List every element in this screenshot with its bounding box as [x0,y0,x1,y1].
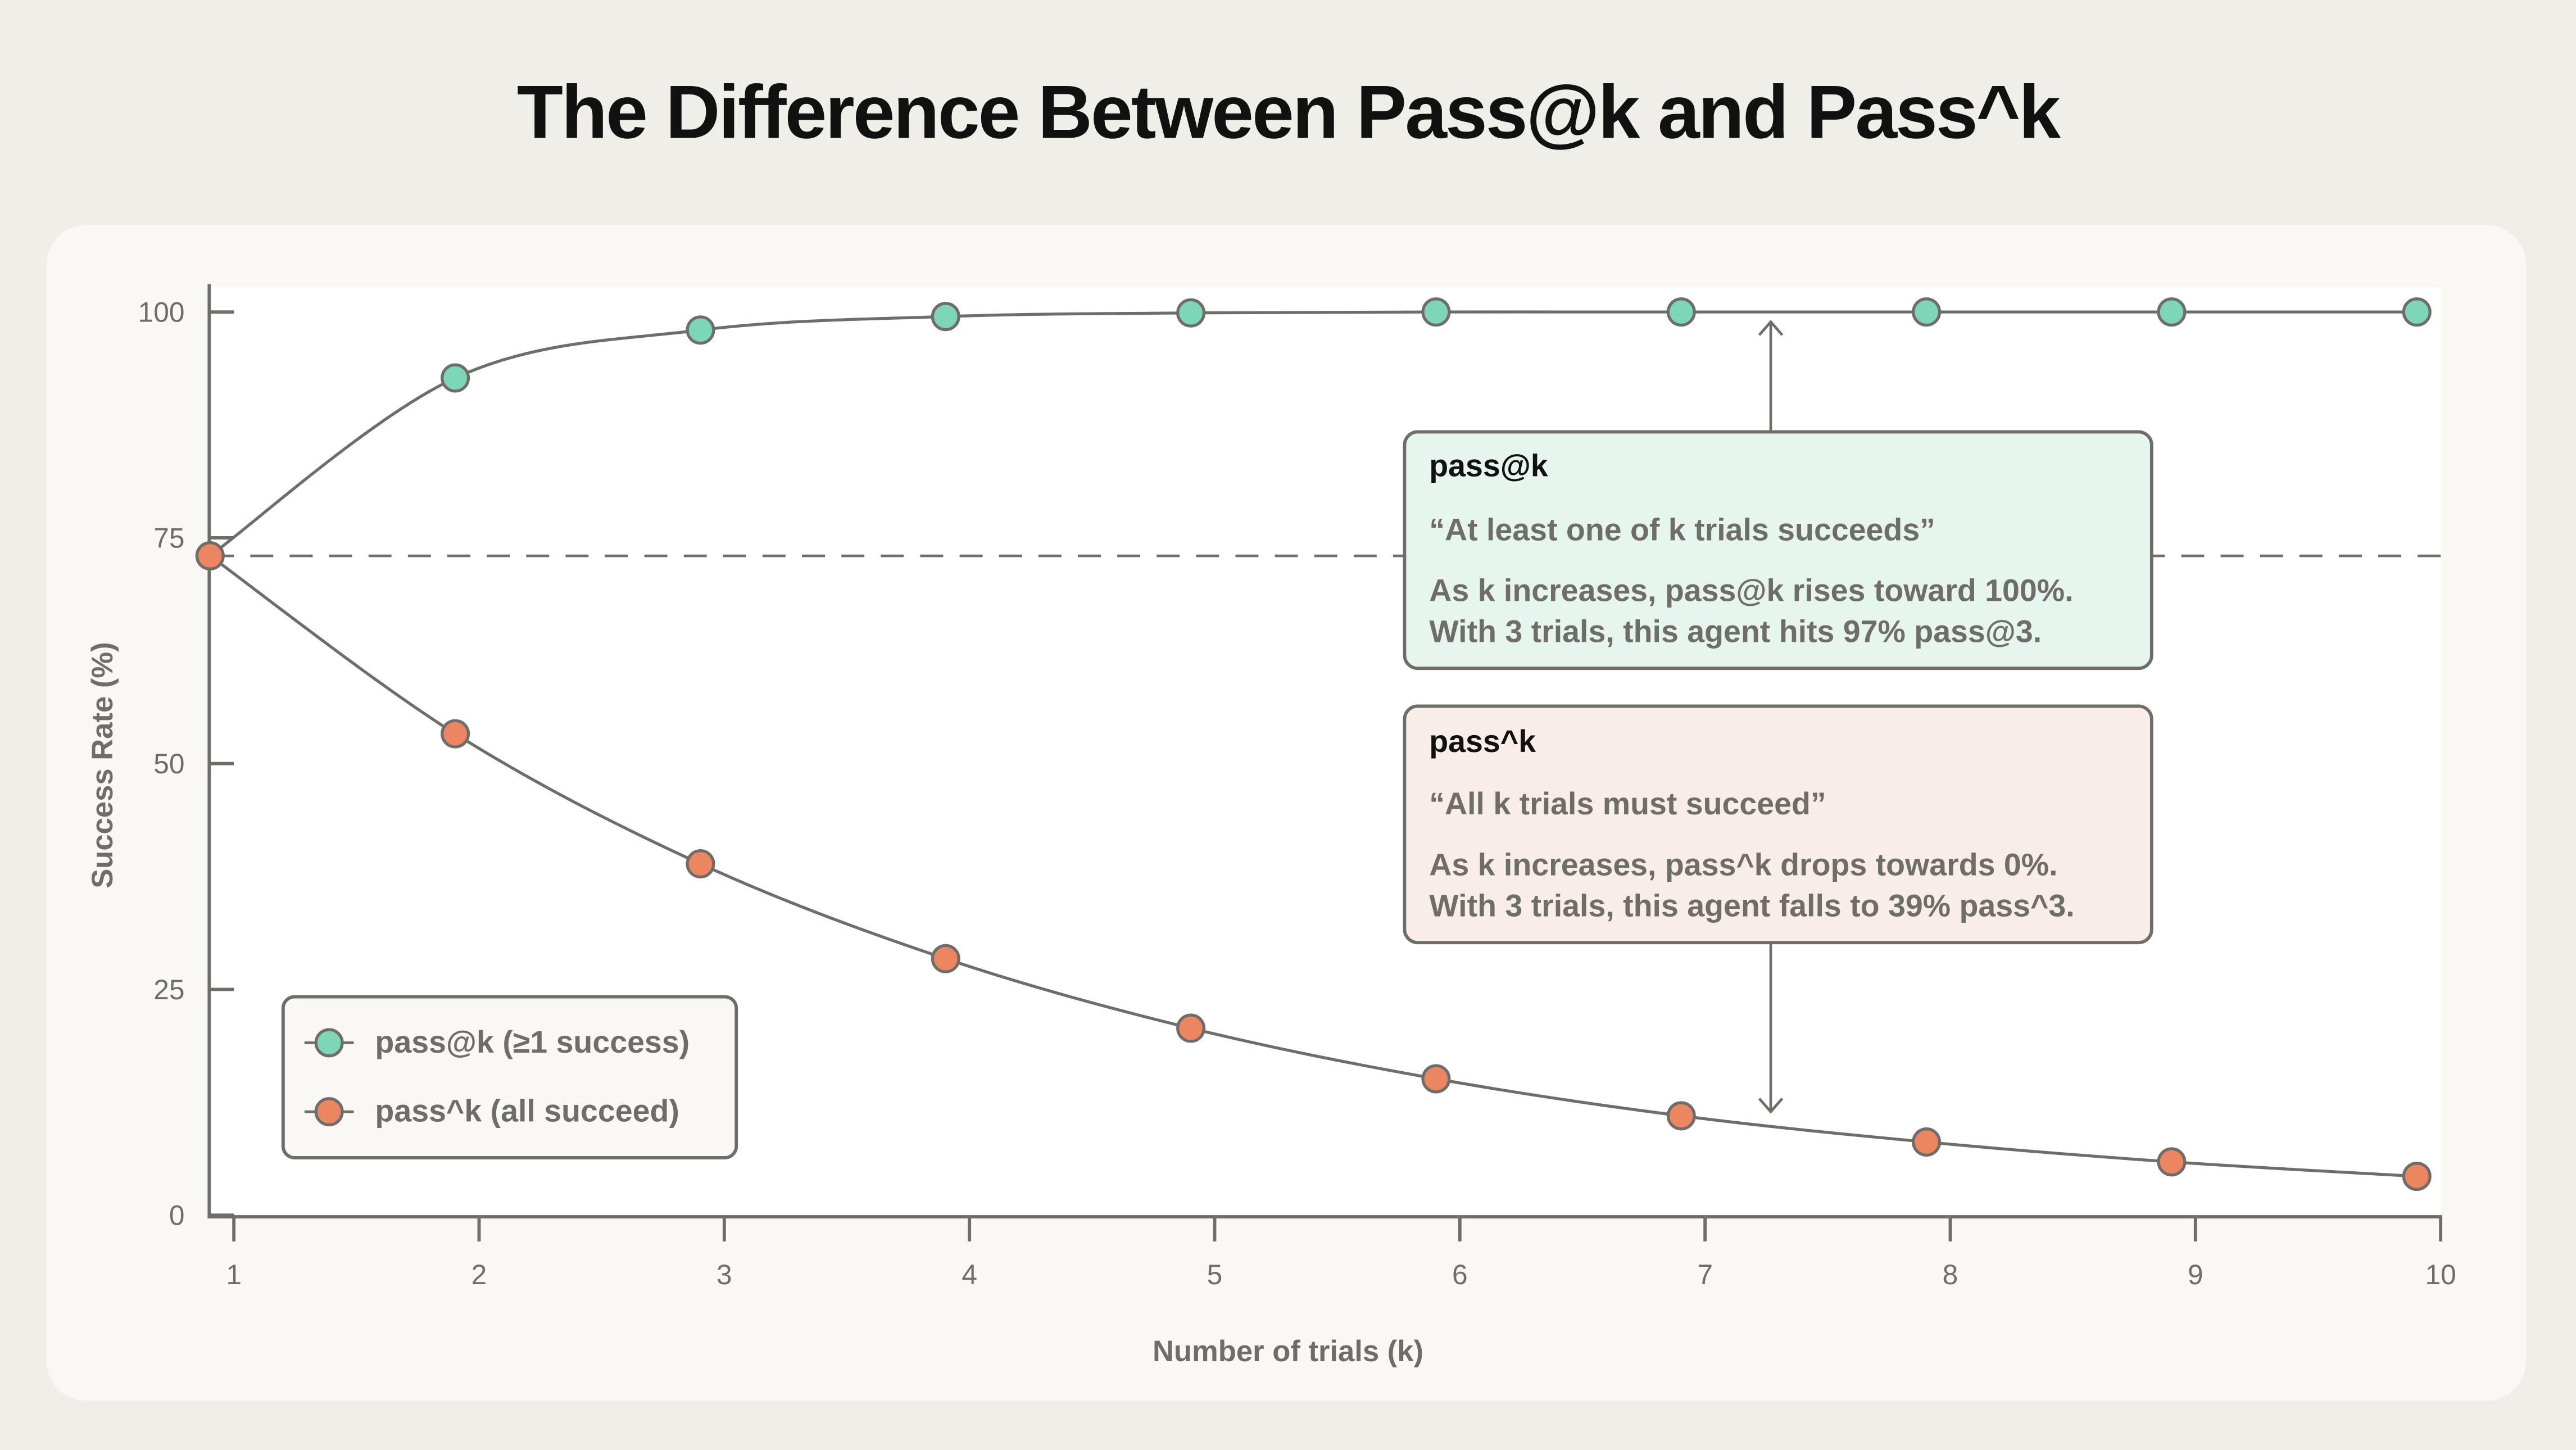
x-tick-label: 1 [226,1259,242,1290]
legend-box [281,995,738,1159]
legend: pass@k (≥1 success) pass^k (all succeed) [281,995,738,1159]
annotation-line: As k increases, pass@k rises toward 100%… [1429,573,2073,608]
x-tick-label: 8 [1943,1259,1958,1290]
data-point-series-0 [441,363,470,393]
series-line-1 [209,554,2417,1178]
data-point-series-1 [2402,1162,2432,1191]
data-point-series-0 [1421,297,1451,327]
arrow-down-head [1758,1098,1784,1114]
annotation-line: With 3 trials, this agent falls to 39% p… [1429,888,2074,923]
data-point-series-1 [2157,1147,2187,1177]
data-point-series-0 [1666,297,1696,327]
chart-title: The Difference Between Pass@k and Pass^k [517,70,2061,154]
data-point-series-0 [2157,297,2187,327]
x-tick-label: 7 [1697,1259,1713,1290]
y-tick-label: 100 [138,297,185,328]
annotation-pass-pow-k: pass^k “All k trials must succeed” As k … [1403,704,2153,945]
series-line-0 [209,310,2417,558]
x-tick-label: 9 [2188,1259,2203,1290]
data-point-series-0 [2402,297,2432,327]
legend-label: pass^k (all succeed) [375,1094,679,1129]
annotation-quote: “At least one of k trials succeeds” [1429,512,1935,547]
data-point-series-1 [195,541,225,571]
x-tick-label: 5 [1207,1259,1223,1290]
y-tick-label: 0 [169,1200,185,1231]
x-tick-label: 6 [1452,1259,1468,1290]
x-axis-label: Number of trials (k) [1153,1335,1423,1368]
legend-marker-pass-pow-k [314,1097,344,1127]
annotation-heading: pass@k [1429,448,1548,483]
data-point-series-1 [686,849,715,879]
data-point-series-0 [931,302,960,332]
x-tick-label: 2 [471,1259,487,1290]
data-point-series-0 [686,315,715,345]
data-point-series-1 [441,719,470,749]
annotation-line: With 3 trials, this agent hits 97% pass@… [1429,614,2042,649]
x-tick-label: 3 [716,1259,732,1290]
y-tick-label: 50 [153,748,184,780]
y-tick-label: 75 [153,522,184,554]
arrow-up-head [1758,320,1784,336]
data-point-series-0 [1912,297,1942,327]
data-point-series-1 [931,944,960,973]
annotation-pass-at-k: pass@k “At least one of k trials succeed… [1403,430,2153,670]
data-point-series-1 [1421,1064,1451,1094]
annotation-box [1403,704,2153,945]
annotation-line: As k increases, pass^k drops towards 0%. [1429,847,2057,882]
annotation-box [1403,430,2153,670]
data-point-series-1 [1666,1101,1696,1131]
data-point-series-1 [1176,1013,1206,1043]
legend-label: pass@k (≥1 success) [375,1025,690,1059]
data-point-series-1 [1912,1127,1942,1157]
x-tick-label: 10 [2425,1259,2456,1290]
annotation-quote: “All k trials must succeed” [1429,786,1826,821]
x-tick-label: 4 [962,1259,977,1290]
legend-marker-pass-at-k [314,1028,344,1058]
y-tick-label: 25 [153,974,184,1005]
data-point-series-0 [1176,298,1206,328]
annotation-heading: pass^k [1429,724,1536,759]
annotation-arrows [1758,320,1784,1114]
y-axis-label: Success Rate (%) [86,642,119,888]
